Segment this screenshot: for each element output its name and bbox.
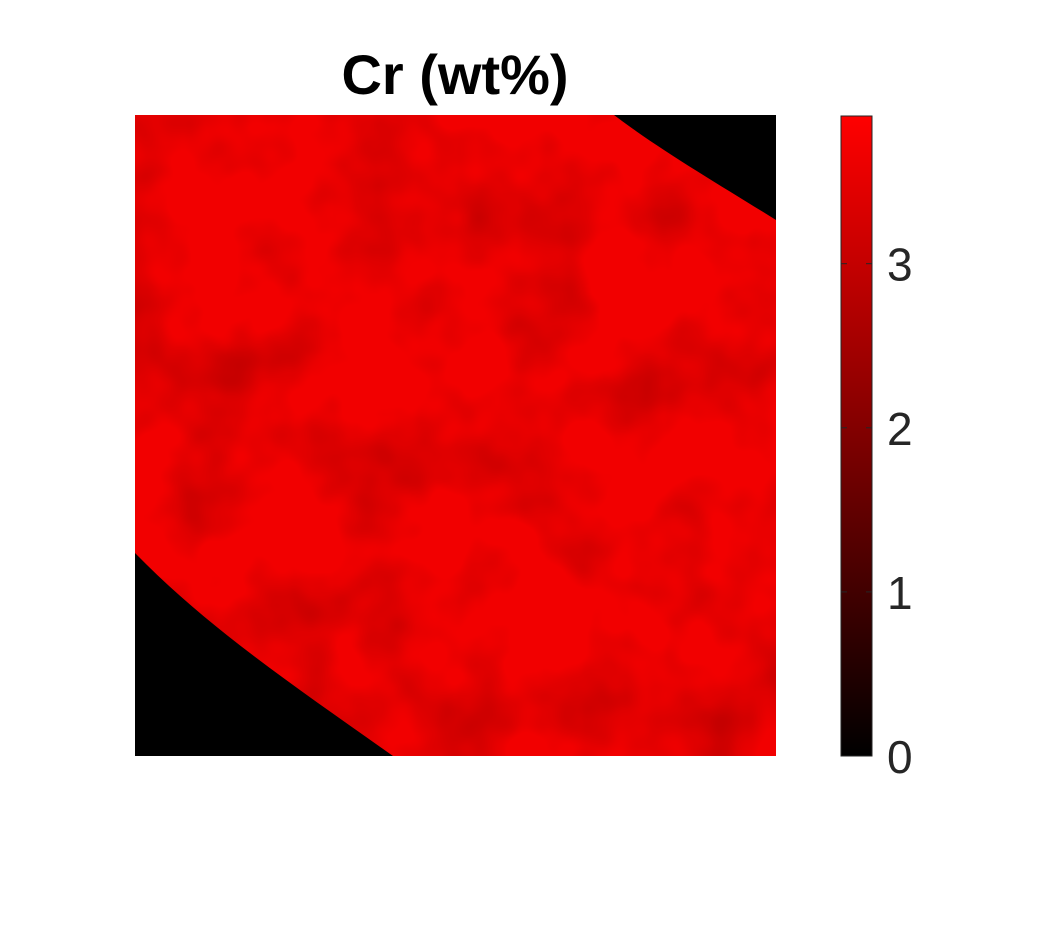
colorbar-tick-label: 1	[887, 567, 913, 619]
colorbar: 0 1 2 3	[840, 115, 913, 783]
colorbar-tick-label: 0	[887, 731, 913, 783]
colorbar-gradient	[840, 115, 873, 757]
colorbar-tick-label: 2	[887, 403, 913, 455]
chart-title: Cr (wt%)	[341, 43, 568, 106]
heatmap-plot-area	[135, 115, 776, 756]
colorbar-ticks: 0 1 2 3	[841, 239, 913, 783]
colorbar-tick-label: 3	[887, 239, 913, 291]
heatmap-mottle-overlay	[135, 115, 776, 756]
